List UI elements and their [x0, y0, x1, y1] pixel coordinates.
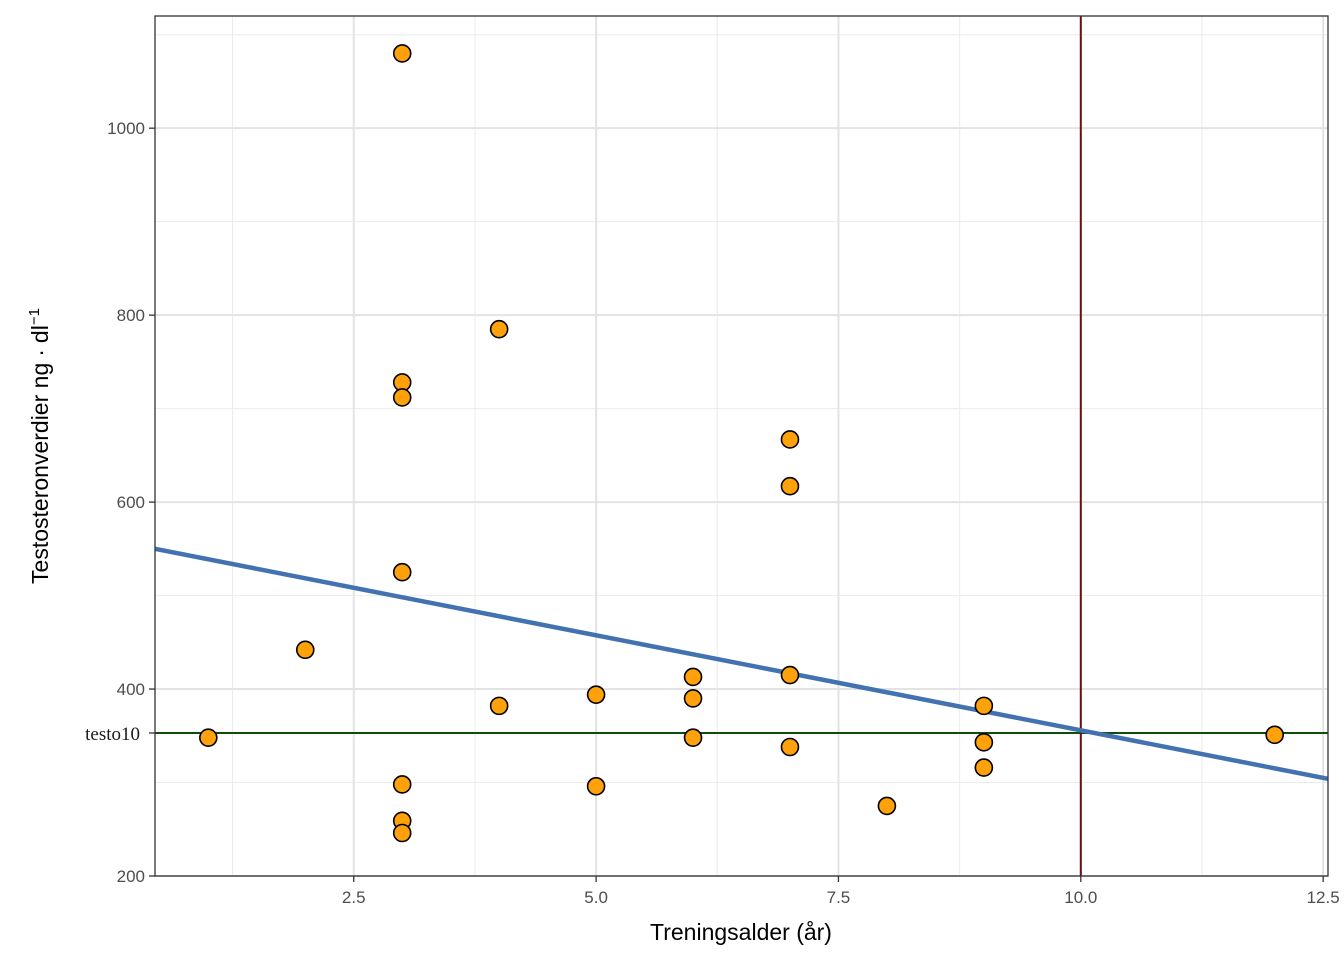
data-point	[392, 823, 412, 843]
data-point	[392, 388, 412, 407]
x-tick-label: 12.5	[1307, 888, 1340, 907]
data-point	[489, 319, 509, 339]
plot-border	[154, 15, 1329, 877]
y-axis-title-unit: dl	[27, 325, 53, 343]
data-point	[683, 689, 703, 708]
data-point	[1265, 725, 1284, 745]
data-point	[392, 775, 412, 794]
data-point	[974, 758, 994, 777]
data-point	[974, 733, 994, 752]
regression-line	[154, 546, 1329, 781]
x-tick-label: 7.5	[827, 888, 851, 907]
x-tick-label: 5.0	[584, 888, 608, 907]
x-axis-title: Treningsalder (år)	[650, 919, 832, 945]
y-tick-label: 800	[117, 306, 145, 325]
data-point	[780, 737, 800, 757]
data-point	[392, 44, 412, 63]
y-tick-label: 600	[117, 493, 145, 512]
data-point	[295, 640, 315, 660]
data-point	[877, 796, 897, 816]
data-point	[489, 696, 509, 716]
data-point	[780, 476, 800, 496]
y-axis-title: Testosteronverdier ng · dl−1	[26, 308, 53, 584]
y-axis-title-dot: ·	[27, 349, 53, 357]
y-axis-title-exponent: −1	[26, 308, 43, 325]
data-point	[974, 696, 994, 716]
data-points	[199, 44, 1284, 843]
data-point	[683, 728, 703, 747]
data-point	[392, 562, 412, 582]
grid-minor	[155, 16, 1328, 876]
data-point	[586, 776, 606, 796]
data-point	[780, 665, 800, 685]
data-point	[683, 667, 703, 687]
x-tick-label: 10.0	[1064, 888, 1097, 907]
data-point	[780, 430, 800, 449]
plot-background	[155, 16, 1328, 876]
x-axis-ticks: 2.5 5.0 7.5 10.0 12.5	[342, 876, 1340, 907]
y-tick-label: 200	[117, 867, 145, 886]
y-tick-label: 400	[117, 680, 145, 699]
hline-label: testo10	[85, 724, 140, 745]
data-point	[586, 685, 606, 704]
data-point	[199, 728, 218, 747]
y-axis-title-main: Testosteronverdier ng	[27, 363, 53, 584]
x-tick-label: 2.5	[342, 888, 366, 907]
y-tick-label: 1000	[107, 119, 145, 138]
y-axis-ticks: 200 400 600 800 1000	[107, 119, 155, 886]
